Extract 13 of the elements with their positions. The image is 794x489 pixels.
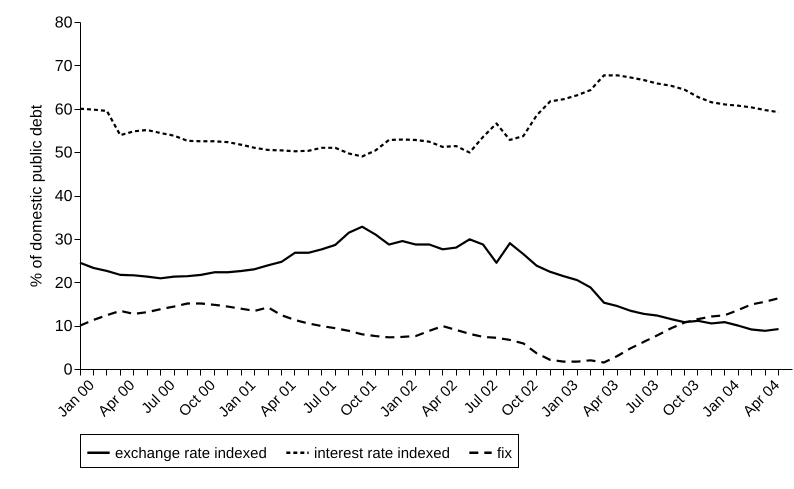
y-axis-title: % of domestic public debt — [28, 104, 46, 288]
y-tick-label: 20 — [54, 274, 73, 292]
y-tick-label: 50 — [54, 144, 73, 162]
y-tick-label: 80 — [54, 14, 73, 32]
y-tick-label: 60 — [54, 101, 73, 118]
legend-label: fix — [497, 444, 512, 462]
legend-label: exchange rate indexed — [115, 444, 267, 462]
legend-label: interest rate indexed — [314, 444, 450, 462]
y-tick-label: 70 — [54, 58, 73, 75]
y-tick-label: 40 — [54, 188, 73, 205]
y-tick-label: 10 — [54, 318, 73, 336]
y-tick-label: 0 — [64, 362, 73, 378]
y-tick-label: 30 — [54, 231, 73, 248]
